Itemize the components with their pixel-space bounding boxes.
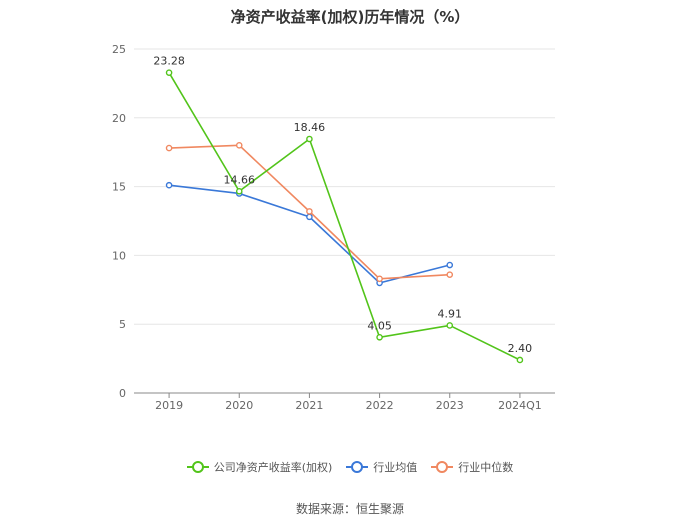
y-tick-label: 10 [112,249,126,262]
y-tick-label: 25 [112,43,126,56]
legend-label: 公司净资产收益率(加权) [213,461,333,474]
data-label: 23.28 [153,55,185,68]
y-tick-label: 20 [112,112,126,125]
data-point [446,322,454,329]
legend-label: 行业中位数 [458,461,514,474]
data-point [306,213,313,221]
chart-legend: 公司净资产收益率(加权) 行业均值 行业中位数 [0,459,700,475]
x-tick-label: 2024Q1 [498,399,542,412]
series-line [168,184,450,284]
y-tick-label: 15 [112,181,126,194]
x-tick-label: 2021 [295,399,323,412]
data-point [165,69,173,76]
data-label: 4.91 [438,307,463,320]
data-point [235,142,243,149]
data-label: 18.46 [294,121,326,134]
data-point [235,187,243,195]
data-point [306,135,313,143]
data-point [446,271,454,278]
data-point [306,208,313,215]
data-point [446,261,454,269]
y-tick-label: 0 [119,387,126,400]
legend-label: 行业均值 [373,461,418,474]
data-point [376,333,383,341]
x-tick-label: 2019 [155,399,183,412]
chart-title: 净资产收益率(加权)历年情况（%） [230,8,470,26]
data-label: 2.40 [508,342,533,355]
data-source-note: 数据来源：恒生聚源 [295,502,404,516]
x-tick-label: 2023 [436,399,464,412]
data-label: 4.05 [367,319,392,332]
data-label: 14.66 [224,173,256,186]
legend-item: 行业均值 [346,459,417,475]
data-point [165,144,173,152]
series-line [168,72,521,361]
legend-item: 公司净资产收益率(加权) [186,459,333,475]
y-tick-label: 5 [119,318,126,331]
legend-swatch [186,461,209,473]
data-point [516,356,524,364]
legend-swatch [431,461,454,473]
x-tick-label: 2022 [366,399,394,412]
data-point [165,181,173,189]
legend-swatch [346,461,369,473]
x-tick-label: 2020 [225,399,253,412]
legend-item: 行业中位数 [431,459,513,475]
data-point [376,275,383,283]
